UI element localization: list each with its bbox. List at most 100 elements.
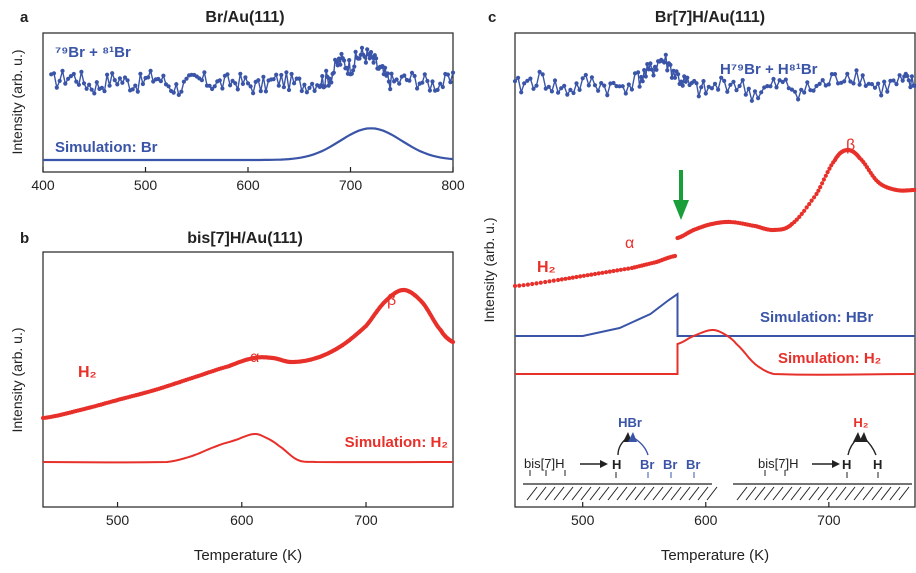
schematic-left-molecule: bis[7]H <box>524 456 564 471</box>
data-point <box>716 87 721 92</box>
data-point <box>238 71 243 76</box>
hatch-line <box>799 486 811 501</box>
panel-c-simulation-h2 <box>515 329 916 376</box>
data-point <box>324 68 329 73</box>
data-point <box>299 88 304 94</box>
data-point <box>845 71 850 76</box>
data-point <box>574 81 579 86</box>
data-point <box>63 81 68 86</box>
data-point <box>512 79 518 84</box>
data-point <box>643 74 648 79</box>
data-point <box>57 78 62 83</box>
data-point <box>243 75 248 80</box>
data-point <box>374 56 379 61</box>
data-point <box>771 76 776 82</box>
data-point <box>807 202 812 207</box>
data-point <box>388 87 393 92</box>
data-point <box>614 84 619 89</box>
data-point <box>734 88 739 93</box>
x-tick-label: 500 <box>571 512 595 528</box>
data-point <box>642 68 647 73</box>
data-point <box>676 72 681 77</box>
data-point <box>737 83 742 89</box>
panel-a: a Br/Au(111) 400 500 600 700 800 Intensity (… <box>9 9 465 193</box>
data-point <box>589 272 594 277</box>
data-point <box>639 74 644 80</box>
data-point <box>338 62 343 67</box>
panel-b-h2-points <box>40 287 456 421</box>
data-point <box>271 77 276 82</box>
data-point <box>851 81 856 86</box>
data-point <box>799 211 804 216</box>
x-tick-label: 600 <box>236 177 260 193</box>
data-point <box>415 86 420 91</box>
hatch-line <box>616 486 628 501</box>
data-point <box>525 282 531 287</box>
data-point <box>102 89 107 94</box>
data-point <box>430 79 435 84</box>
arrow-right-icon <box>812 460 840 468</box>
data-point <box>322 84 327 89</box>
hatch-line <box>745 486 757 501</box>
data-point <box>712 81 718 86</box>
data-point <box>248 84 253 89</box>
data-point <box>351 68 356 73</box>
data-point <box>538 280 543 285</box>
data-point <box>92 91 97 96</box>
panel-c-title: Br[7]H/Au(111) <box>655 9 765 26</box>
data-point <box>304 90 309 95</box>
data-point <box>821 177 827 182</box>
data-point <box>289 71 294 77</box>
data-point <box>435 87 440 92</box>
data-point <box>245 81 251 86</box>
data-point <box>425 78 430 84</box>
data-point <box>302 82 307 87</box>
data-point <box>636 70 641 75</box>
data-point <box>386 79 391 84</box>
schematic-right-h-1: H <box>842 457 851 472</box>
data-point <box>99 85 104 90</box>
panel-c-letter: c <box>488 9 496 26</box>
hatch-line <box>562 486 574 501</box>
x-tick-label: 400 <box>31 177 55 193</box>
data-point <box>556 90 561 95</box>
data-point <box>829 72 835 77</box>
data-point <box>112 78 117 83</box>
data-point <box>427 88 432 93</box>
hatch-line <box>871 486 883 501</box>
data-point <box>158 79 163 84</box>
data-point <box>842 79 847 84</box>
hatch-line <box>826 486 838 501</box>
hatch-line <box>853 486 865 501</box>
hatch-line <box>880 486 892 501</box>
hatch-line <box>808 486 820 501</box>
hatch-line <box>763 486 775 501</box>
data-point <box>89 87 94 92</box>
panel-b-letter: b <box>20 230 29 247</box>
data-point <box>331 70 336 75</box>
data-point <box>140 81 145 87</box>
data-point <box>820 78 825 83</box>
data-point <box>699 85 704 90</box>
schematic-right-molecule: bis[7]H <box>758 456 798 471</box>
data-point <box>818 185 823 190</box>
data-point <box>872 85 878 90</box>
data-point <box>212 84 217 89</box>
data-point <box>897 73 902 78</box>
data-point <box>353 49 358 55</box>
data-point <box>565 92 570 97</box>
data-point <box>339 51 344 57</box>
data-point <box>307 85 312 90</box>
data-point <box>174 82 179 87</box>
green-arrow-icon <box>673 170 689 220</box>
data-point <box>233 81 238 86</box>
data-point <box>802 208 807 213</box>
data-point <box>512 283 518 289</box>
panel-b-sim-label: Simulation: H₂ <box>345 434 448 451</box>
data-point <box>394 77 399 82</box>
data-point <box>559 277 564 282</box>
data-point <box>668 62 673 67</box>
data-point <box>777 78 782 83</box>
schematic-right: bis[7]H H H H₂ <box>733 415 912 501</box>
data-point <box>866 81 871 86</box>
